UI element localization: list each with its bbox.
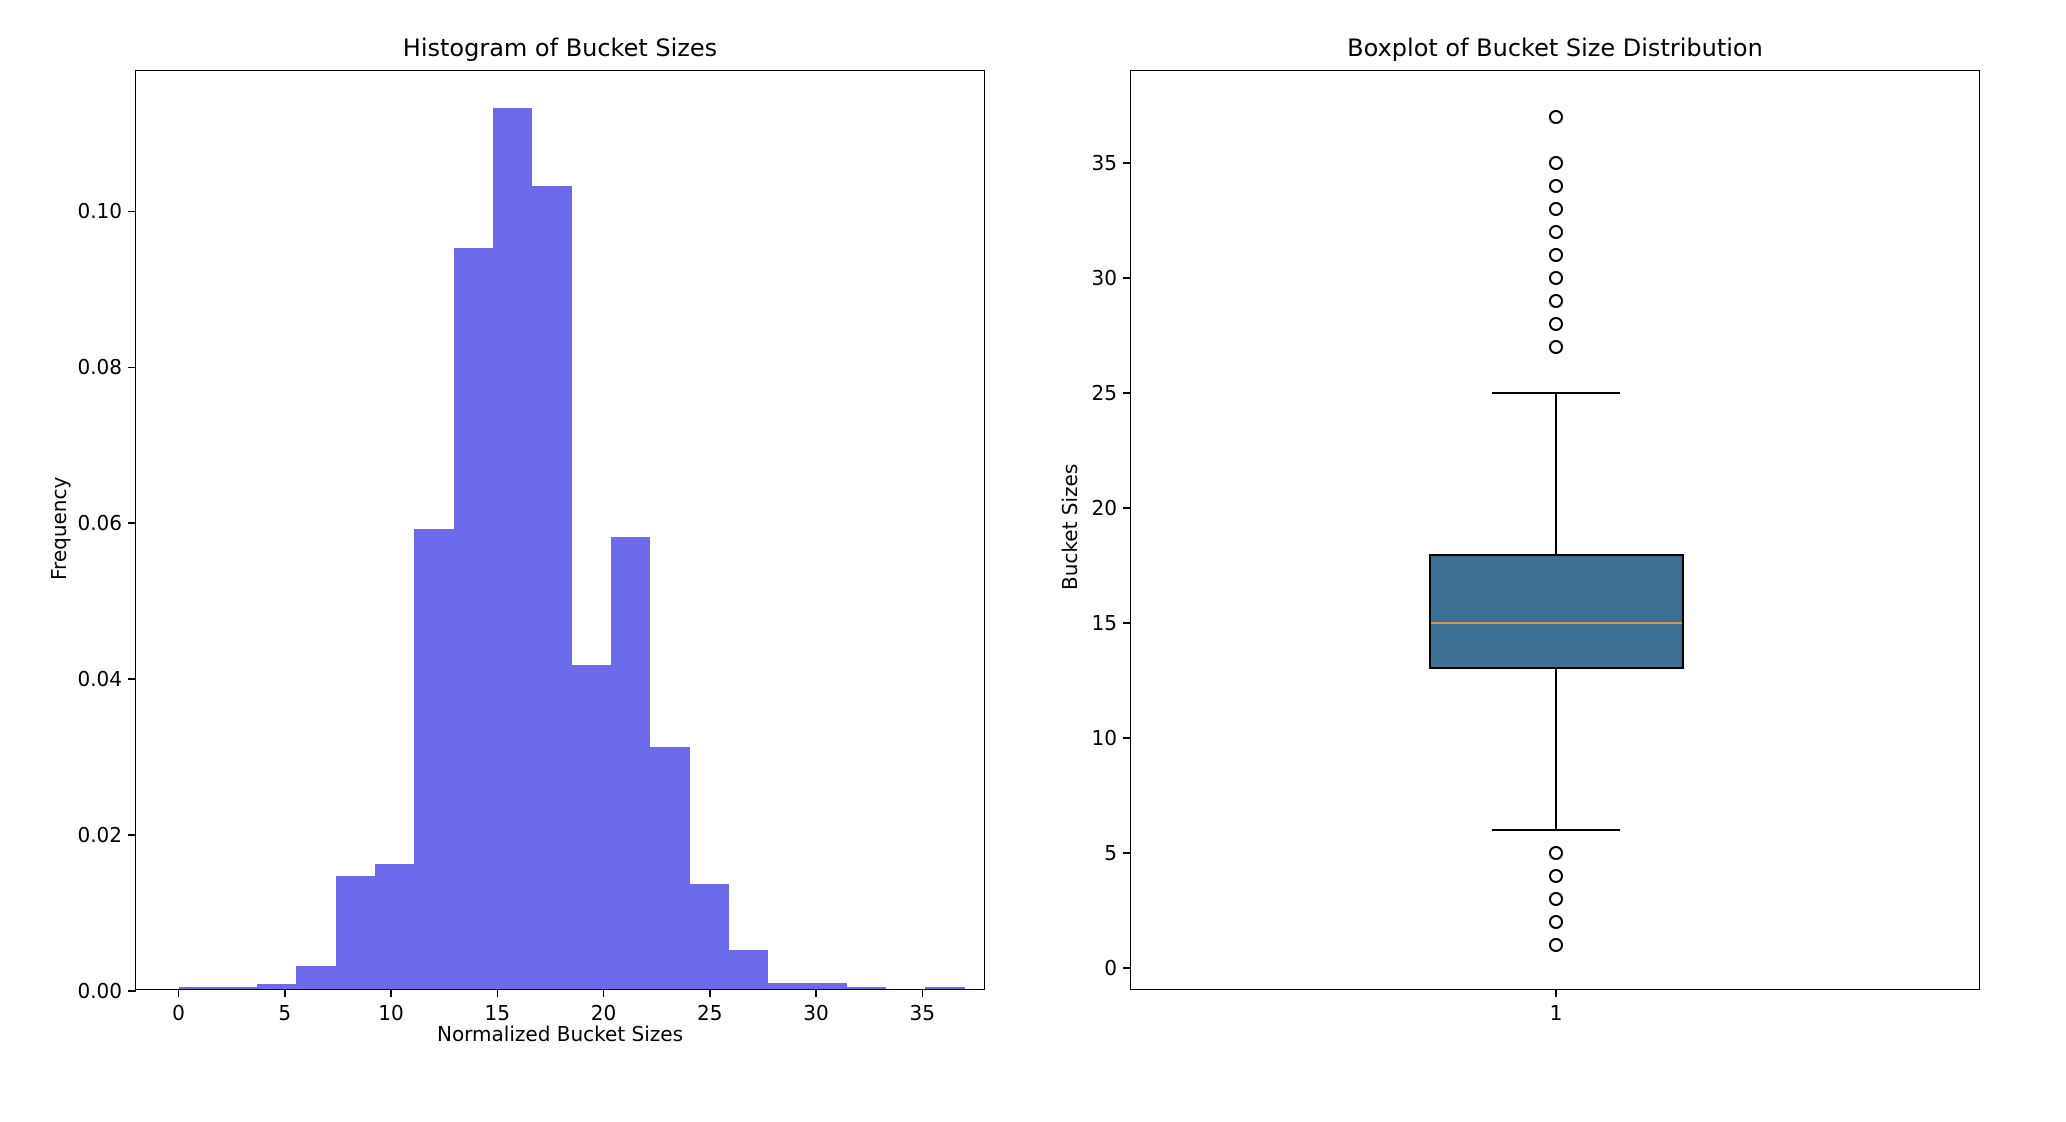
- boxplot-panel: Boxplot of Bucket Size Distribution 0510…: [1130, 70, 1980, 990]
- boxplot-flier: [1549, 846, 1563, 860]
- boxplot-ytick-label: 25: [1092, 381, 1131, 405]
- histogram-bar: [847, 987, 886, 989]
- histogram-bar: [690, 884, 729, 989]
- boxplot-ytick-label: 35: [1092, 151, 1131, 175]
- histogram-xtick-label: 5: [278, 989, 291, 1025]
- boxplot-whisker: [1555, 669, 1557, 830]
- boxplot-flier: [1549, 271, 1563, 285]
- boxplot-flier: [1549, 915, 1563, 929]
- histogram-bar: [493, 108, 532, 989]
- boxplot-cap: [1492, 392, 1620, 394]
- boxplot-ytick-label: 0: [1104, 956, 1131, 980]
- histogram-title: Histogram of Bucket Sizes: [135, 34, 985, 62]
- histogram-xtick-label: 25: [697, 989, 722, 1025]
- boxplot-cap: [1492, 829, 1620, 831]
- boxplot-flier: [1549, 869, 1563, 883]
- histogram-bar: [611, 537, 650, 989]
- boxplot-box: [1429, 554, 1684, 669]
- histogram-ylabel: Frequency: [47, 477, 71, 580]
- histogram-xtick-label: 10: [378, 989, 403, 1025]
- histogram-xtick-label: 15: [485, 989, 510, 1025]
- boxplot-xtick-label: 1: [1550, 989, 1563, 1025]
- boxplot-whisker: [1555, 393, 1557, 554]
- histogram-ytick-label: 0.08: [77, 355, 136, 379]
- boxplot-flier: [1549, 202, 1563, 216]
- boxplot-flier: [1549, 110, 1563, 124]
- histogram-xtick-label: 20: [591, 989, 616, 1025]
- histogram-panel: Histogram of Bucket Sizes 05101520253035…: [135, 70, 985, 990]
- histogram-ytick-label: 0.00: [77, 979, 136, 1003]
- boxplot-flier: [1549, 248, 1563, 262]
- histogram-ytick-label: 0.02: [77, 823, 136, 847]
- histogram-bar: [768, 983, 807, 989]
- boxplot-ytick-label: 15: [1092, 611, 1131, 635]
- boxplot-flier: [1549, 892, 1563, 906]
- histogram-ytick-label: 0.06: [77, 511, 136, 535]
- boxplot-ylabel: Bucket Sizes: [1058, 464, 1082, 590]
- boxplot-flier: [1549, 179, 1563, 193]
- boxplot-plot-area: 051015202530351: [1130, 70, 1980, 990]
- boxplot-ytick-label: 20: [1092, 496, 1131, 520]
- boxplot-flier: [1549, 225, 1563, 239]
- histogram-ytick-label: 0.10: [77, 199, 136, 223]
- histogram-bar: [336, 876, 375, 989]
- histogram-plot-area: 051015202530350.000.020.040.060.080.10: [135, 70, 985, 990]
- histogram-bar: [414, 529, 453, 989]
- boxplot-ytick-label: 5: [1104, 841, 1131, 865]
- boxplot-flier: [1549, 294, 1563, 308]
- histogram-xtick-label: 35: [910, 989, 935, 1025]
- histogram-bar: [296, 966, 335, 989]
- histogram-ytick-label: 0.04: [77, 667, 136, 691]
- histogram-bar: [375, 864, 414, 989]
- figure: Histogram of Bucket Sizes 05101520253035…: [0, 0, 2066, 1122]
- boxplot-median: [1431, 622, 1682, 624]
- boxplot-flier: [1549, 317, 1563, 331]
- histogram-bar: [454, 248, 493, 989]
- histogram-bar: [650, 747, 689, 989]
- boxplot-flier: [1549, 340, 1563, 354]
- histogram-xlabel: Normalized Bucket Sizes: [135, 1022, 985, 1046]
- boxplot-flier: [1549, 156, 1563, 170]
- boxplot-title: Boxplot of Bucket Size Distribution: [1130, 34, 1980, 62]
- histogram-bar: [218, 987, 257, 989]
- boxplot-flier: [1549, 938, 1563, 952]
- histogram-bar: [729, 950, 768, 989]
- histogram-xtick-label: 30: [803, 989, 828, 1025]
- histogram-bar: [532, 186, 571, 989]
- histogram-xtick-label: 0: [172, 989, 185, 1025]
- boxplot-ytick-label: 30: [1092, 266, 1131, 290]
- histogram-bar: [572, 665, 611, 989]
- boxplot-ytick-label: 10: [1092, 726, 1131, 750]
